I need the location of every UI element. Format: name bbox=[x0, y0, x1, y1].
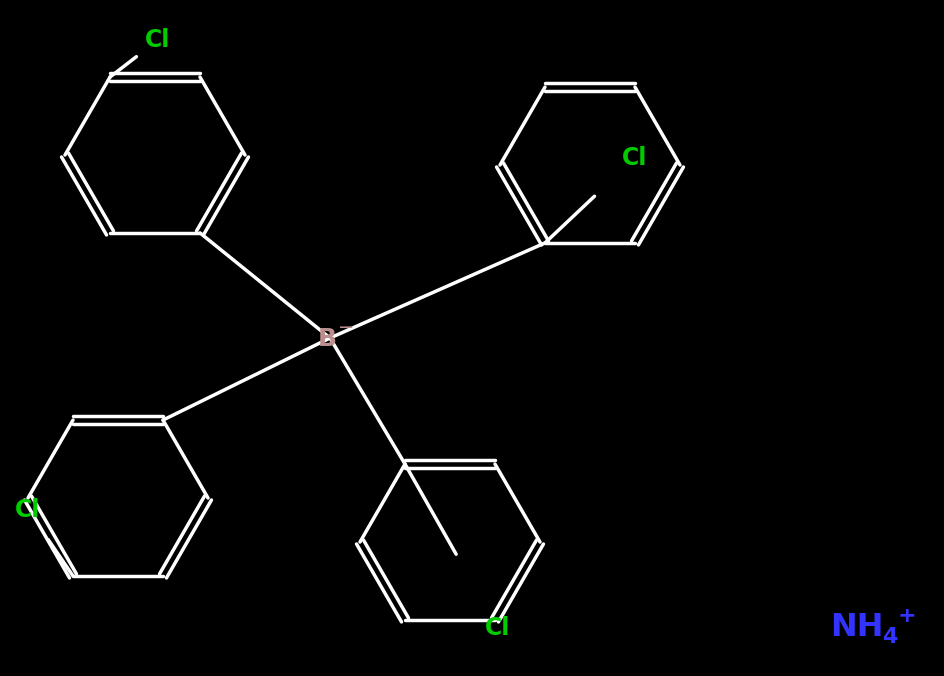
Text: Cl: Cl bbox=[145, 28, 171, 52]
Text: Cl: Cl bbox=[622, 146, 647, 170]
Text: 4: 4 bbox=[881, 627, 897, 647]
Text: B: B bbox=[317, 327, 336, 351]
Text: Cl: Cl bbox=[485, 616, 510, 640]
Text: +: + bbox=[897, 606, 916, 626]
Text: −: − bbox=[337, 318, 354, 337]
Text: NH: NH bbox=[829, 612, 883, 644]
Text: Cl: Cl bbox=[15, 498, 41, 522]
